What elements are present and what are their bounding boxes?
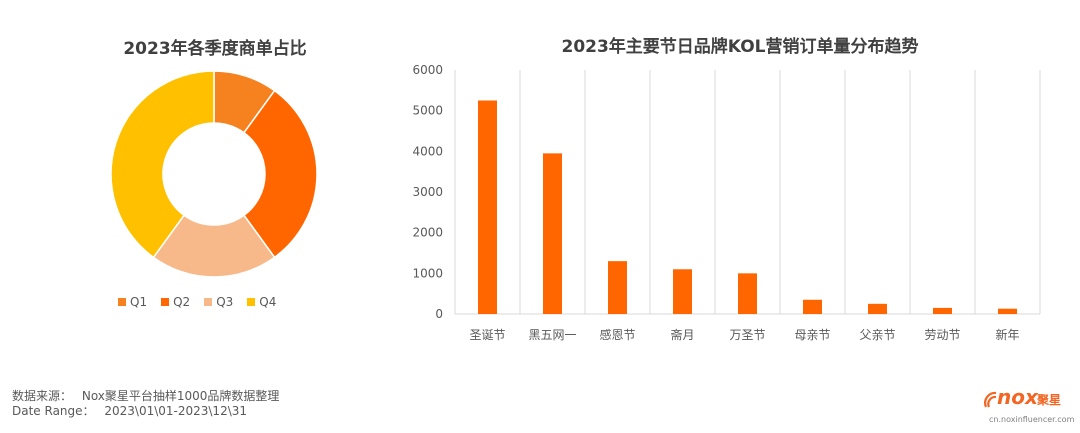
bar-1 [543,153,562,314]
legend-label: Q3 [216,295,234,309]
date-range-value: 2023\01\01-2023\12\31 [104,404,248,418]
y-tick-label: 3000 [412,185,443,199]
x-tick-label: 黑五网一 [528,328,576,342]
donut-slice-q2 [242,89,318,259]
x-tick-label: 母亲节 [794,328,830,342]
legend-item-q1: Q1 [118,295,147,309]
bar-chart: 0 1000 2000 3000 4000 5000 6000 圣诞节 黑五网一 感恩节 斋月 万圣节… [412,63,1041,342]
y-tick-label: 5000 [412,104,443,118]
bar-8 [998,308,1017,314]
x-tick-label: 父亲节 [859,328,895,342]
bar-7 [933,307,952,314]
legend-item-q2: Q2 [161,295,190,309]
x-tick-label: 万圣节 [729,328,765,342]
donut-slice-q3 [152,214,276,278]
legend-item-q4: Q4 [247,295,276,309]
source-label: 数据来源： [12,389,73,403]
donut-chart-panel: 2023年各季度商单占比 Q1 Q2 Q3 Q4 [0,0,400,340]
bar-5 [803,299,822,314]
legend-item-q3: Q3 [204,295,233,309]
x-tick-label: 新年 [995,327,1019,342]
logo-brand: nox [997,385,1038,409]
donut-legend: Q1 Q2 Q3 Q4 [118,292,318,312]
donut-slice-q4 [110,70,215,259]
legend-label: Q2 [173,295,191,309]
footer-source-note: 数据来源： Nox聚星平台抽样1000品牌数据整理 Date Range： 20… [12,389,279,419]
source-value: Nox聚星平台抽样1000品牌数据整理 [81,389,280,403]
donut-chart [110,70,318,278]
bar-chart-title: 2023年主要节日品牌KOL营销订单量分布趋势 [561,37,919,57]
y-tick-label: 1000 [412,266,443,280]
legend-label: Q1 [130,295,148,309]
y-tick-label: 0 [435,307,443,321]
legend-swatch [247,298,256,306]
donut-chart-title: 2023年各季度商单占比 [123,39,307,59]
y-tick-label: 6000 [412,63,443,77]
y-tick-label: 4000 [412,144,443,158]
bar-3 [673,269,692,314]
logo-brand-cn: 聚星 [1037,393,1062,407]
nox-logo: nox 聚星 cn.noxinfluencer.com [983,385,1075,429]
bar-2 [608,261,627,314]
x-tick-label: 斋月 [670,327,694,342]
legend-swatch [118,298,126,306]
bar-6 [868,303,887,314]
bar-4 [738,273,757,314]
date-range-label: Date Range： [12,404,95,418]
x-tick-label: 圣诞节 [469,328,505,342]
bar-0 [478,100,497,314]
signal-icon [984,391,997,408]
legend-swatch [204,298,213,306]
x-tick-label: 感恩节 [599,327,635,342]
y-tick-label: 2000 [412,226,443,240]
x-tick-label: 劳动节 [924,328,960,342]
bar-chart-panel: 2023年主要节日品牌KOL营销订单量分布趋势 0 1000 2000 3000 400… [400,0,1080,360]
legend-swatch [161,298,170,306]
legend-label: Q4 [259,295,277,309]
logo-url: cn.noxinfluencer.com [989,415,1075,424]
